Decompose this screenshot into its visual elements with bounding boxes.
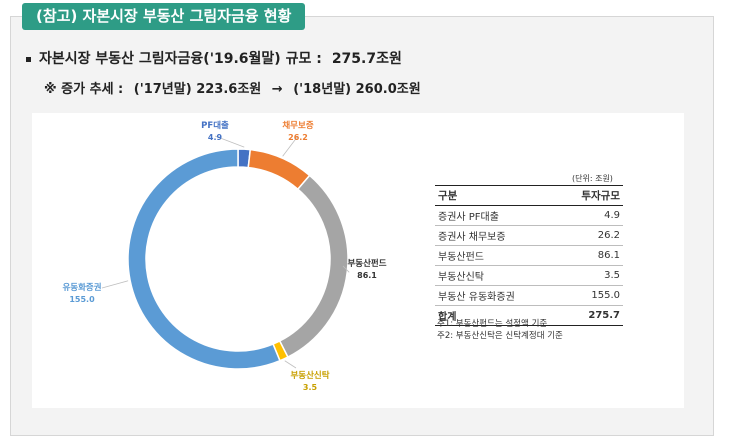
trend-label: ※ 증가 추세 : [44,82,124,97]
trend-line: ※ 증가 추세 : ('17년말) 223.6조원 → ('18년말) 260.… [44,78,427,97]
category-label: 채무보증 [282,120,313,131]
footnote-1: 주1: 부동산펀드는 설정액 기준 [437,319,548,329]
table-cell: 3.5 [557,265,623,286]
table-row: 증권사 PF대출 4.9 [435,205,623,226]
table-cell: 증권사 채무보증 [435,225,558,246]
category-label: PF대출 [201,120,229,131]
table-header-row: 구분 투자규모 [435,185,623,206]
table-cell: 부동산신탁 [435,265,558,286]
category-label: 부동산신탁 [290,370,329,381]
data-table: 구분 투자규모 증권사 PF대출 4.9 증권사 채무보증 26.2 부동산펀드 86… [435,185,623,326]
leader-line [282,135,299,157]
table-header-amount: 투자규모 [557,185,623,206]
bullet-icon [26,56,31,62]
leader-line [101,280,129,289]
leader-line [342,265,350,273]
donut-slice-채무보증 [247,148,311,191]
table-cell: 155.0 [557,285,623,306]
leader-line [284,360,297,369]
table-row: 부동산펀드 86.1 [435,245,623,266]
donut-slice-유동화증권 [127,148,281,370]
table-row: 부동산 유동화증권 155.0 [435,285,623,306]
footnotes: 주1: 부동산펀드는 설정액 기준 주2: 부동산신탁은 신탁계정대 기준 [437,318,563,342]
donut-chart: PF대출 4.9 채무보증 26.2 부동산펀드 86.1 부동산신탁 3.5 유동화증권 155… [62,120,386,392]
trend-2018: ('18년말) 260.0조원 [293,82,421,97]
donut-slice-부동산펀드 [278,174,349,359]
table-row: 부동산신탁 3.5 [435,265,623,286]
trend-2017: ('17년말) 223.6조원 [133,82,262,97]
table-cell: 275.7 [557,305,623,326]
summary-line: 자본시장 부동산 그림자금융('19.6월말) 규모 : 275.7조원 [26,48,402,68]
table-cell: 부동산펀드 [435,245,558,266]
chart-panel: PF대출 4.9 채무보증 26.2 부동산펀드 86.1 부동산신탁 3.5 유동화증권 155… [32,113,684,408]
table-cell: 부동산 유동화증권 [435,285,558,306]
value-label: 3.5 [303,383,318,392]
page-title: (참고) 자본시장 부동산 그림자금융 현황 [22,3,306,30]
value-label: 26.2 [288,133,308,142]
table-cell: 26.2 [557,225,623,246]
table-row: 증권사 채무보증 26.2 [435,225,623,246]
value-label: 4.9 [208,133,223,142]
value-label: 86.1 [357,271,377,280]
table-cell: 86.1 [557,245,623,266]
trend-arrow-icon: → [271,82,283,97]
table-header-category: 구분 [435,185,558,206]
value-label: 155.0 [69,295,95,304]
footnote-2: 주2: 부동산신탁은 신탁계정대 기준 [437,331,563,341]
category-label: 부동산펀드 [347,258,386,269]
category-label: 유동화증권 [62,282,101,293]
summary-value: 275.7조원 [331,51,402,67]
table-cell: 증권사 PF대출 [435,205,558,226]
table-total-row: 합계 275.7 [435,305,623,326]
leader-line [214,135,245,148]
table-cell: 합계 [435,305,558,326]
table-cell: 4.9 [557,205,623,226]
summary-label: 자본시장 부동산 그림자금융('19.6월말) 규모 : [39,51,322,67]
unit-label: (단위: 조원) [572,174,613,183]
